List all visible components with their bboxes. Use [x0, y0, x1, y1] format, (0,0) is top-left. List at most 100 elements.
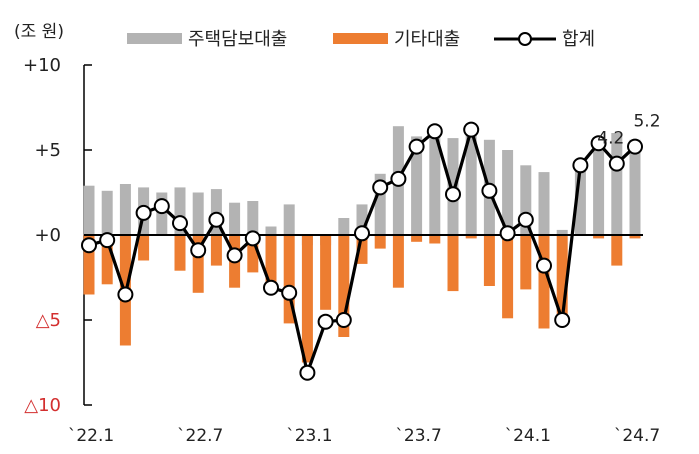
mortgage-bar: [119, 184, 131, 235]
legend-label-total: 합계: [562, 29, 595, 50]
mortgage-bar: [83, 185, 95, 235]
total-point: [426, 123, 443, 140]
x-tick-label: `22.1: [68, 426, 114, 446]
total-point: [590, 135, 607, 152]
other-loan-bar: [138, 235, 150, 261]
legend-label-mortgage: 주택담보대출: [188, 29, 287, 50]
legend-marker-total: [518, 32, 532, 46]
total-point: [81, 237, 97, 254]
legend-label-other-loans: 기타대출: [394, 29, 460, 50]
other-loan-bar: [174, 235, 186, 271]
total-point: [536, 257, 552, 274]
mortgage-bar: [629, 139, 641, 235]
mortgage-bar: [556, 229, 568, 235]
mortgage-bar: [502, 150, 514, 235]
legend-swatch-mortgage: [127, 33, 182, 44]
other-loan-bar: [611, 235, 623, 266]
y-tick-label: +10: [23, 55, 61, 76]
other-loan-bar: [356, 235, 368, 264]
x-tick-label: `22.7: [177, 426, 223, 446]
mortgage-bar: [101, 190, 113, 235]
other-loan-bar: [483, 235, 495, 286]
total-point: [354, 225, 370, 242]
other-loan-bar: [538, 235, 550, 329]
total-point: [408, 138, 425, 155]
mortgage-bar: [611, 133, 623, 235]
mortgage-bar: [593, 146, 605, 235]
x-tick-label: `24.1: [505, 426, 551, 446]
total-point: [263, 279, 279, 296]
x-tick-label: `23.7: [395, 426, 441, 446]
total-point: [481, 182, 498, 199]
x-axis-labels: `22.1 `22.7 `23.1 `23.7 `24.1 `24.7: [68, 426, 660, 446]
total-point: [244, 230, 261, 247]
total-line-series: [81, 121, 643, 381]
mortgage-bar: [429, 133, 441, 235]
mortgage-bar: [356, 204, 368, 235]
total-point: [572, 157, 589, 174]
unit-label: (조 원): [14, 22, 64, 42]
y-tick-label: +0: [34, 225, 61, 246]
total-point: [335, 312, 352, 328]
mortgage-bar: [374, 173, 386, 235]
other-loan-bar: [556, 235, 568, 326]
total-point: [299, 364, 316, 381]
other-loan-bar: [101, 235, 113, 285]
total-point: [190, 242, 207, 259]
other-loan-bar: [502, 235, 514, 319]
other-loan-bar: [247, 235, 259, 273]
mortgage-bar: [265, 226, 277, 235]
mortgage-bar: [283, 204, 295, 235]
mortgage-bar: [411, 136, 423, 235]
y-tick-label: +5: [34, 140, 61, 161]
mortgage-bar: [174, 187, 186, 235]
other-loan-bar: [338, 235, 350, 337]
other-loan-bar: [301, 235, 313, 363]
y-axis-ticks: +10 +5 +0 △5 △10: [23, 55, 92, 416]
data-label: 4.2: [597, 129, 624, 149]
legend-swatch-other-loans: [333, 33, 388, 44]
other-loan-bar: [192, 235, 204, 293]
total-point: [135, 204, 152, 221]
other-loan-bar: [210, 235, 222, 266]
other-loan-bar: [320, 235, 332, 310]
total-point: [517, 211, 534, 228]
total-point: [226, 247, 243, 264]
other-loan-bar: [429, 235, 441, 244]
total-point: [99, 232, 116, 249]
mortgage-bar: [465, 126, 477, 235]
data-labels: 4.2 5.2: [597, 112, 660, 149]
total-point: [390, 170, 407, 187]
other-loan-bar: [392, 235, 404, 288]
mortgage-bar: [192, 192, 204, 235]
total-point: [317, 313, 334, 330]
other-loan-bar: [629, 235, 641, 239]
x-tick-label: `23.1: [286, 426, 332, 446]
mortgage-bar: [229, 202, 241, 235]
mortgage-bar: [338, 218, 350, 235]
other-loan-bars: [83, 235, 641, 363]
total-point: [372, 179, 389, 196]
total-point: [554, 312, 571, 328]
total-point: [117, 286, 134, 303]
mortgage-bar: [247, 201, 259, 235]
total-point: [499, 225, 516, 242]
other-loan-bar: [520, 235, 532, 290]
other-loan-bar: [593, 235, 605, 239]
other-loan-bar: [411, 235, 423, 242]
mortgage-bar: [574, 167, 586, 235]
other-loan-bar: [447, 235, 459, 292]
y-tick-label: △10: [24, 395, 61, 416]
total-point: [153, 198, 170, 215]
y-tick-label: △5: [36, 310, 61, 331]
other-loan-bar: [283, 235, 295, 324]
other-loan-bar: [374, 235, 386, 249]
x-tick-label: `24.7: [614, 426, 660, 446]
total-point: [463, 121, 480, 138]
other-loan-bar: [465, 235, 477, 239]
total-point: [208, 211, 225, 228]
total-point: [608, 155, 625, 172]
other-loan-bar: [265, 235, 277, 292]
total-point: [281, 284, 298, 301]
